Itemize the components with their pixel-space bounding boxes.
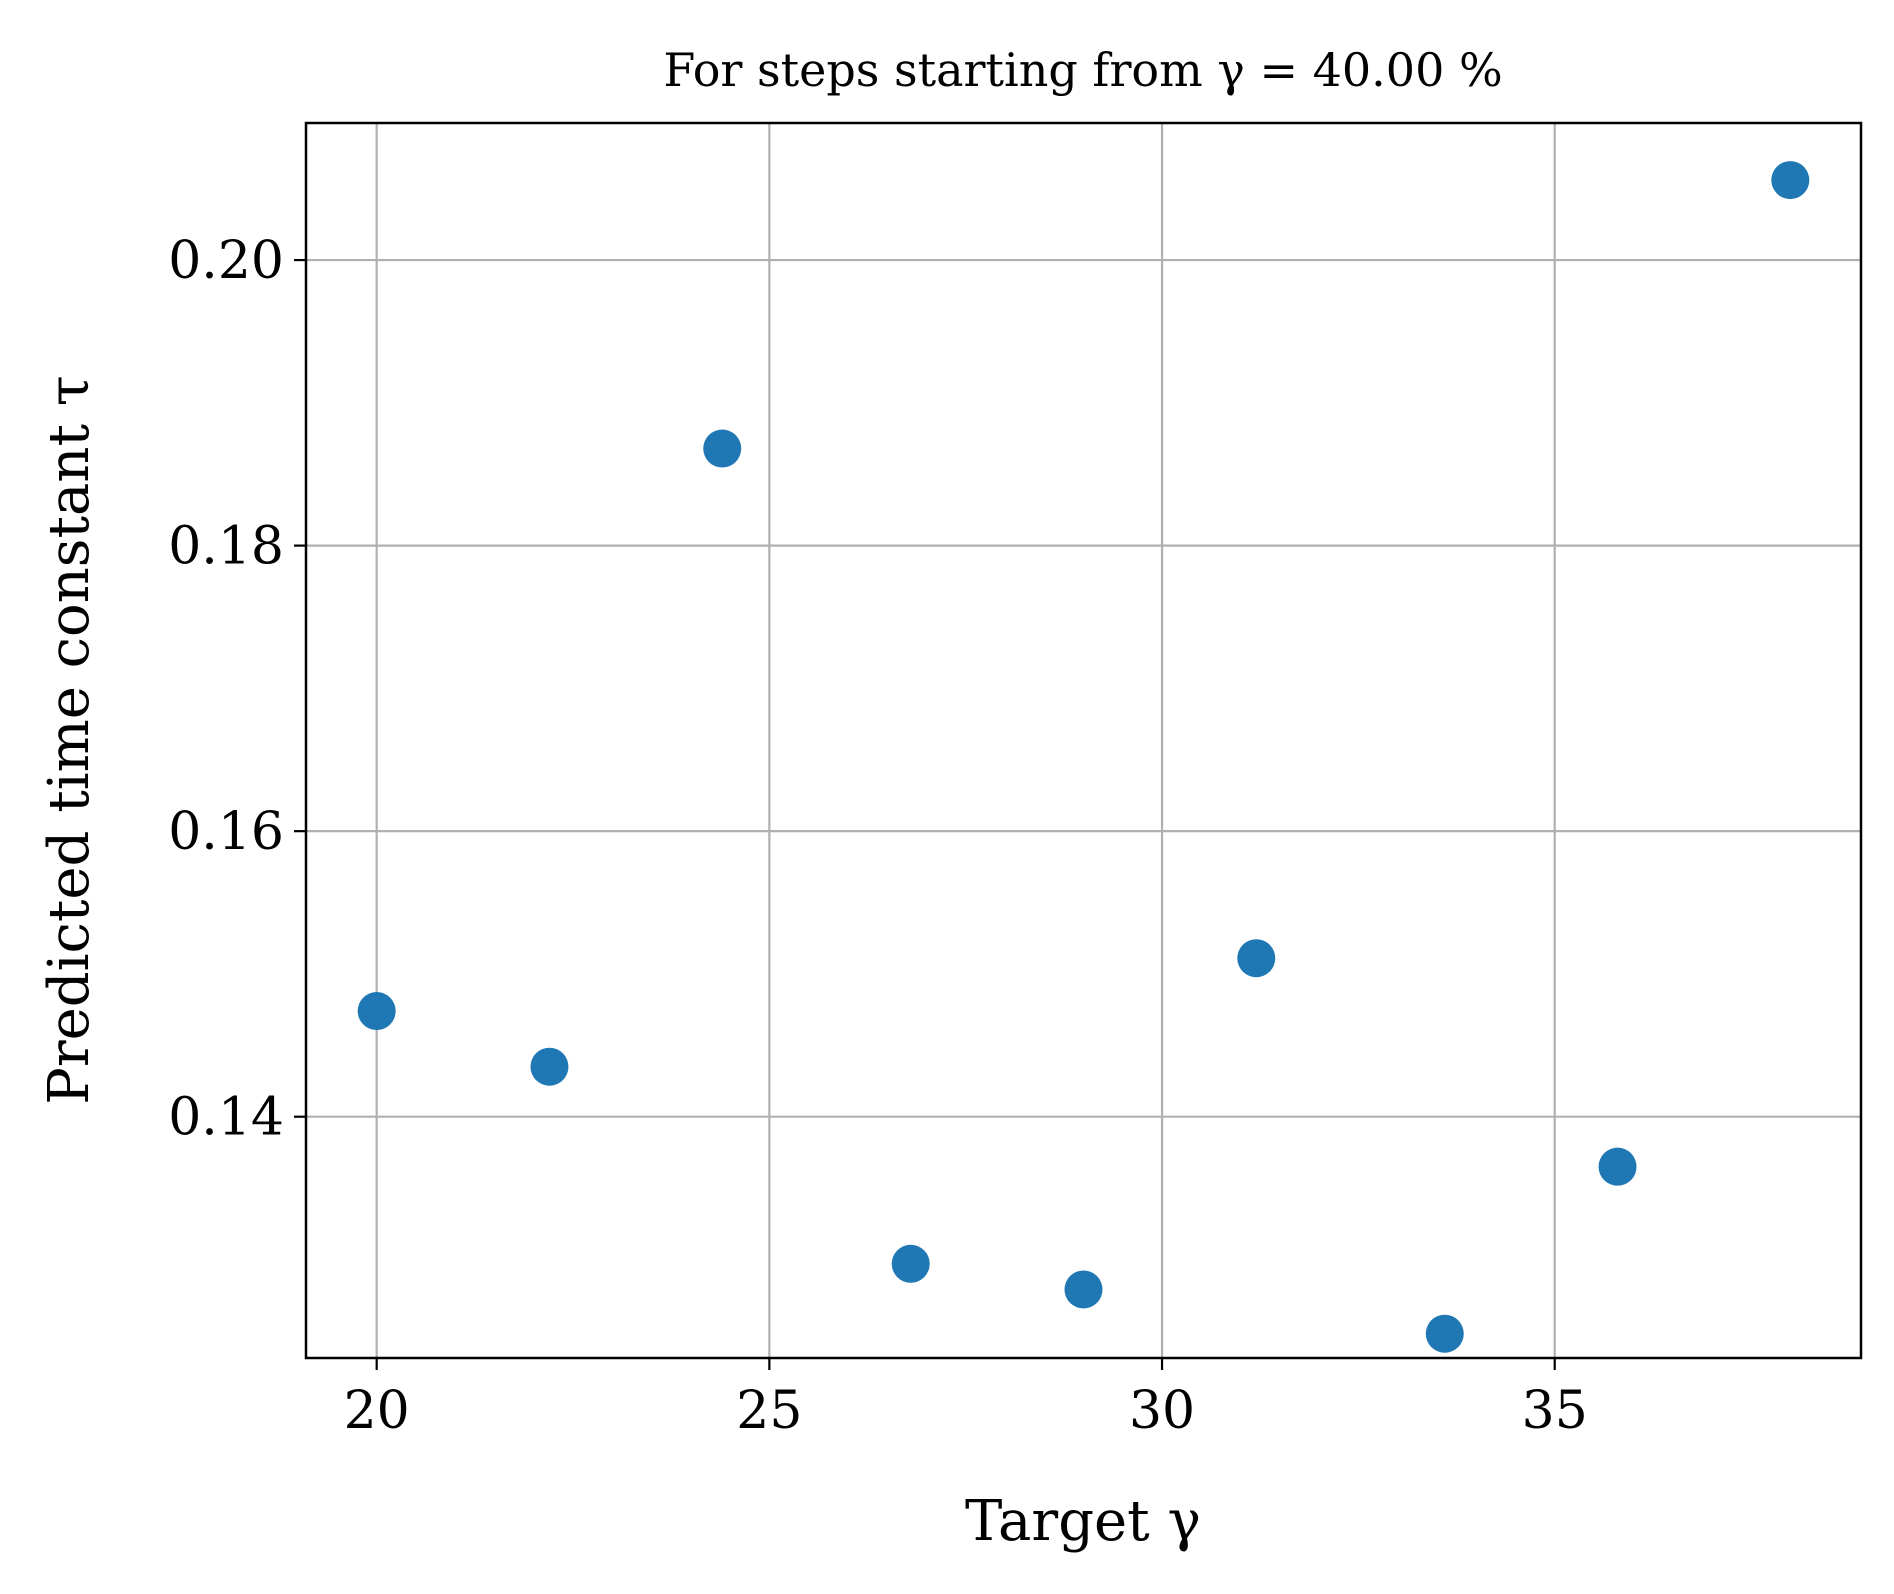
x-axis-ticks: 20 25 30 35 [344, 1358, 1588, 1441]
grid [306, 123, 1861, 1358]
data-point [357, 992, 396, 1031]
y-tick-label: 0.16 [168, 802, 284, 862]
data-point [1064, 1270, 1103, 1309]
x-tick-label: 25 [736, 1381, 802, 1441]
y-tick-label: 0.14 [168, 1088, 284, 1148]
data-point [891, 1244, 930, 1283]
y-tick-label: 0.20 [168, 231, 284, 291]
plot-frame [304, 121, 1863, 1360]
chart-title: For steps starting from γ = 40.00 % [663, 43, 1502, 97]
data-point [530, 1047, 569, 1086]
x-tick-label: 30 [1129, 1381, 1195, 1441]
y-tick-label: 0.18 [168, 517, 284, 577]
y-axis-label: Predicted time constant τ [37, 375, 102, 1105]
y-axis-ticks: 0.14 0.16 0.18 0.20 [168, 231, 306, 1148]
data-points [357, 161, 1810, 1353]
data-point [1425, 1314, 1464, 1353]
data-point [1598, 1147, 1637, 1186]
x-tick-label: 35 [1522, 1381, 1588, 1441]
x-axis-label: Target γ [965, 1489, 1201, 1554]
x-tick-label: 20 [344, 1381, 410, 1441]
data-point [1771, 161, 1810, 200]
data-point [1237, 939, 1276, 978]
data-point [703, 429, 742, 468]
